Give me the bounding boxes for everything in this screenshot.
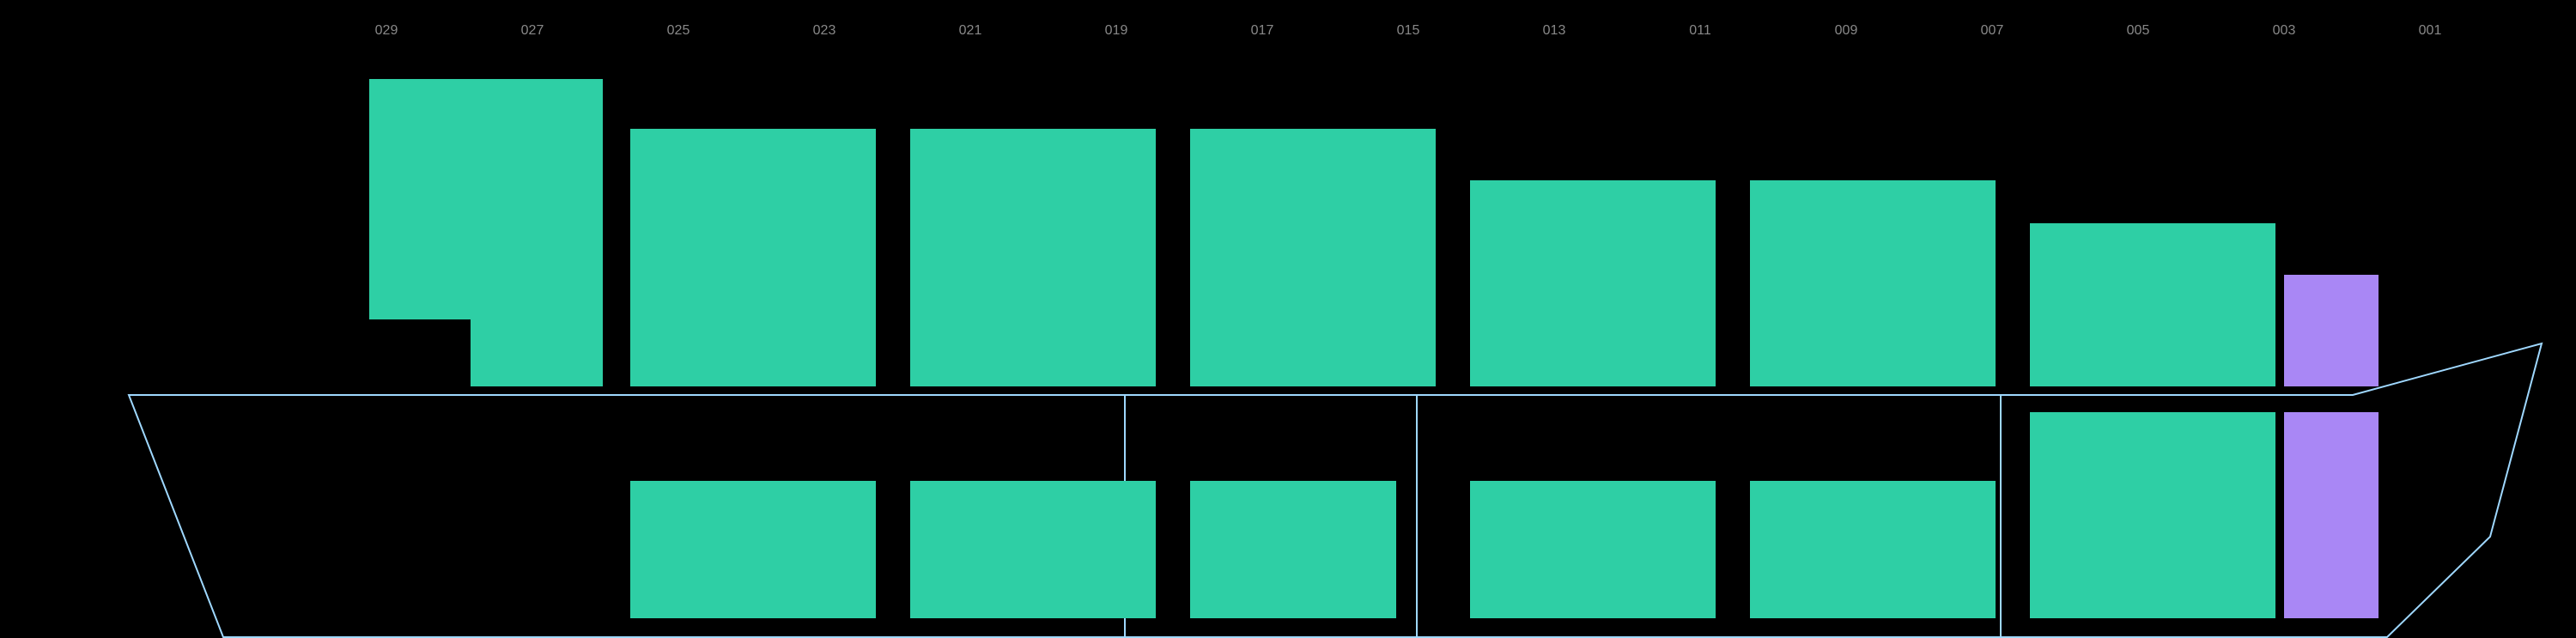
bay-label: 015 <box>1397 23 1420 38</box>
bay-label: 011 <box>1689 23 1711 38</box>
bay-label: 007 <box>1981 23 2004 38</box>
ship-diagram: 029 027 025 023 021 019 017 015 013 011 009 007 005 0… <box>0 0 2576 638</box>
container-below <box>1750 481 1996 618</box>
bay-label: 023 <box>813 23 836 38</box>
container-below <box>630 481 876 618</box>
container-top <box>1470 180 1716 386</box>
container-below <box>2284 412 2379 618</box>
bay-label: 017 <box>1251 23 1274 38</box>
container-top <box>630 129 876 386</box>
bay-label: 019 <box>1105 23 1128 38</box>
container-top <box>471 79 603 386</box>
bay-label: 025 <box>667 23 690 38</box>
container-below <box>1190 481 1396 618</box>
container-below <box>1470 481 1716 618</box>
bay-label: 005 <box>2127 23 2150 38</box>
container-below <box>2030 412 2275 618</box>
bay-label: 003 <box>2273 23 2296 38</box>
container-top <box>369 79 471 319</box>
bay-label: 027 <box>521 23 544 38</box>
container-below <box>910 481 1156 618</box>
container-top <box>2030 223 2275 386</box>
bay-label: 021 <box>959 23 982 38</box>
container-top <box>1190 129 1436 386</box>
bay-label: 029 <box>375 23 398 38</box>
bay-label: 001 <box>2419 23 2442 38</box>
container-top <box>2284 275 2379 386</box>
bay-label: 013 <box>1543 23 1566 38</box>
container-top <box>910 129 1156 386</box>
container-top <box>1750 180 1996 386</box>
bay-label: 009 <box>1835 23 1858 38</box>
